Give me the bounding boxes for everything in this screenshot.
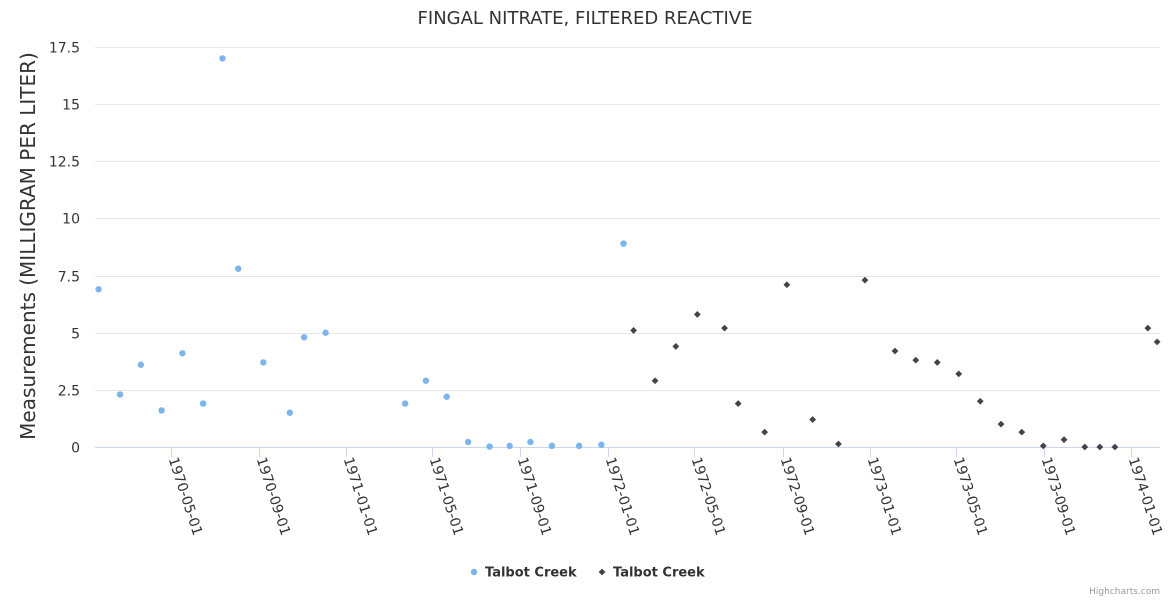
series-1-point[interactable] <box>527 438 534 446</box>
series-2-point[interactable] <box>997 420 1005 428</box>
series-2-point[interactable] <box>912 356 920 364</box>
y-tick-label: 7.5 <box>58 270 80 286</box>
y-tick-label: 5 <box>71 327 80 343</box>
series-2-point[interactable] <box>835 440 842 448</box>
series-1-point[interactable] <box>443 393 450 400</box>
series-2-point[interactable] <box>693 311 701 318</box>
series-2-point[interactable] <box>955 370 963 378</box>
chart-title: FINGAL NITRATE, FILTERED REACTIVE <box>418 8 753 29</box>
legend-marker-diamond-icon <box>598 568 606 576</box>
legend-item-series-1[interactable]: Talbot Creek <box>470 566 577 581</box>
series-2-point[interactable] <box>1096 443 1104 451</box>
series-2-point[interactable] <box>721 324 728 332</box>
y-tick-label: 17.5 <box>49 41 80 57</box>
series-2-point[interactable] <box>630 327 637 334</box>
series-2-point[interactable] <box>976 397 984 405</box>
series-1-point[interactable] <box>219 55 226 62</box>
series-1-point[interactable] <box>548 442 556 450</box>
y-axis-ticks: 0 2.5 5 7.5 10 12.5 15 17.5 <box>49 41 80 457</box>
series-2-point[interactable] <box>1018 428 1026 436</box>
legend-label: Talbot Creek <box>613 566 705 581</box>
grid <box>95 47 1160 448</box>
series-2-point[interactable] <box>672 343 680 350</box>
series-1-point[interactable] <box>620 240 627 247</box>
series-2-point[interactable] <box>1039 442 1047 450</box>
series-2-point[interactable] <box>761 428 769 436</box>
plot-points <box>95 55 1161 451</box>
series-2-point[interactable] <box>651 377 659 385</box>
series-1-point[interactable] <box>401 400 409 407</box>
series-1-point[interactable] <box>158 407 165 414</box>
series-2-point[interactable] <box>1060 436 1068 444</box>
series-1-point[interactable] <box>260 359 267 366</box>
series-1-point[interactable] <box>598 441 605 448</box>
series-1-point[interactable] <box>286 409 294 416</box>
series-2-point[interactable] <box>809 416 817 423</box>
series-1-point[interactable] <box>486 443 493 450</box>
series-1-point[interactable] <box>199 400 207 407</box>
legend-item-series-2[interactable]: Talbot Creek <box>598 566 705 581</box>
series-1-point[interactable] <box>179 350 186 357</box>
series-2-point[interactable] <box>891 347 899 355</box>
series-2-point[interactable] <box>783 281 791 289</box>
series-2-point[interactable] <box>734 400 742 407</box>
y-tick-label: 2.5 <box>58 384 80 400</box>
series-1-point[interactable] <box>300 334 308 341</box>
series-1-point[interactable] <box>116 391 124 398</box>
credits-link[interactable]: Highcharts.com <box>1089 587 1160 597</box>
legend-label: Talbot Creek <box>485 566 577 581</box>
series-1-point[interactable] <box>137 361 145 368</box>
y-tick-label: 0 <box>71 441 80 457</box>
series-2-point[interactable] <box>1111 443 1119 451</box>
legend: Talbot Creek Talbot Creek <box>470 566 705 581</box>
y-tick-label: 10 <box>62 212 80 228</box>
series-1-point[interactable] <box>235 265 242 272</box>
series-1-point[interactable] <box>322 329 329 336</box>
series-1-point[interactable] <box>422 377 430 384</box>
series-2-point[interactable] <box>1153 338 1161 346</box>
y-tick-label: 12.5 <box>49 155 80 171</box>
series-1-point[interactable] <box>95 286 102 293</box>
series-1-point[interactable] <box>575 442 583 450</box>
series-1-point[interactable] <box>506 442 513 450</box>
y-tick-label: 15 <box>62 98 80 114</box>
series-2-point[interactable] <box>861 276 869 284</box>
series-2-point[interactable] <box>933 359 941 366</box>
series-2-point[interactable] <box>1144 324 1152 332</box>
legend-marker-circle-icon <box>470 568 478 576</box>
series-1-point[interactable] <box>464 438 472 446</box>
series-2-point[interactable] <box>1081 443 1089 451</box>
y-axis-title: Measurements (MILLIGRAM PER LITER) <box>16 52 40 440</box>
